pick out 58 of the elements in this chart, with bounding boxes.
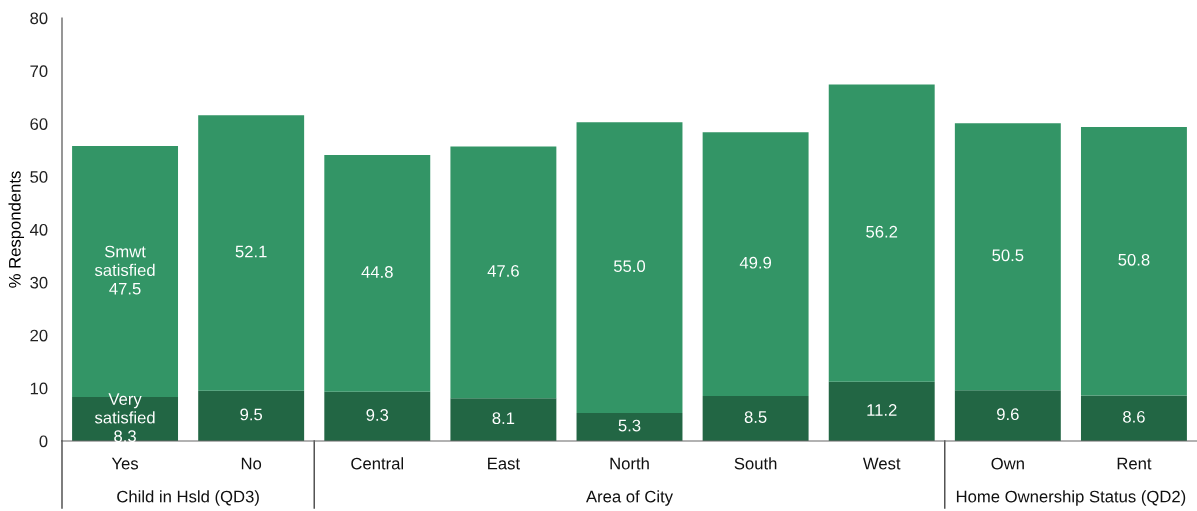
bar bbox=[828, 381, 935, 441]
data-label: 52.1 bbox=[235, 245, 267, 258]
y-tick-label: 10 bbox=[30, 382, 48, 395]
y-tick-label: 60 bbox=[30, 118, 48, 130]
text: Child in Hsld (QD3) bbox=[117, 490, 259, 506]
data-label: 55.0 bbox=[613, 260, 646, 273]
bar bbox=[198, 115, 305, 391]
data-label: 8.3 bbox=[114, 430, 136, 443]
data-label: 5.3 bbox=[618, 419, 641, 432]
y-tick-label: 80 bbox=[30, 12, 48, 25]
bar bbox=[576, 412, 683, 441]
bar bbox=[450, 398, 557, 441]
data-label: 50.5 bbox=[992, 249, 1024, 262]
series-label: Smwt satisfied bbox=[94, 245, 155, 277]
text: Home Ownership Status (QD2) bbox=[956, 490, 1186, 506]
data-label: 47.6 bbox=[487, 265, 519, 277]
bar bbox=[198, 390, 305, 441]
bar bbox=[1080, 126, 1187, 396]
x-tick-label: North bbox=[610, 457, 649, 470]
series-label: Very satisfied bbox=[94, 393, 155, 424]
x-tick-label: No bbox=[241, 457, 262, 470]
bar bbox=[954, 390, 1061, 441]
data-label: 9.5 bbox=[240, 408, 263, 421]
text: Area of City bbox=[586, 490, 673, 506]
data-label: 9.3 bbox=[366, 409, 389, 421]
bar bbox=[450, 146, 557, 399]
data-label: 56.2 bbox=[866, 225, 898, 238]
x-tick-label: Yes bbox=[111, 457, 139, 470]
data-label: 11.2 bbox=[867, 404, 897, 416]
bar bbox=[576, 122, 683, 413]
data-label: 44.8 bbox=[361, 266, 393, 278]
data-label: 49.9 bbox=[739, 256, 772, 269]
data-label: 50.8 bbox=[1118, 253, 1150, 266]
x-tick-label: West bbox=[862, 457, 901, 470]
bar bbox=[702, 396, 809, 441]
y-tick-label: 0 bbox=[39, 435, 48, 448]
y-tick-label: 20 bbox=[30, 329, 48, 342]
y-tick-label: 30 bbox=[30, 276, 48, 289]
bar bbox=[324, 154, 431, 392]
y-tick-label: 50 bbox=[30, 171, 48, 183]
x-tick-label: East bbox=[488, 457, 520, 470]
y-tick-label: 40 bbox=[29, 223, 48, 236]
bar bbox=[324, 391, 431, 441]
data-label: 47.5 bbox=[109, 282, 141, 295]
data-label: 8.6 bbox=[1123, 410, 1145, 423]
bar bbox=[1080, 395, 1187, 441]
x-tick-label: South bbox=[734, 457, 777, 470]
data-label: 8.1 bbox=[492, 412, 515, 425]
y-axis-title: % Respondents bbox=[8, 171, 25, 288]
bar bbox=[702, 132, 809, 397]
bar bbox=[828, 84, 935, 382]
bar bbox=[954, 123, 1061, 391]
data-label: 8.5 bbox=[744, 411, 767, 423]
data-label: 9.6 bbox=[997, 408, 1019, 421]
x-tick-label: Rent bbox=[1117, 457, 1152, 470]
x-tick-label: Own bbox=[991, 457, 1024, 470]
x-tick-label: Central bbox=[351, 457, 404, 470]
y-tick-label: 70 bbox=[30, 65, 48, 78]
